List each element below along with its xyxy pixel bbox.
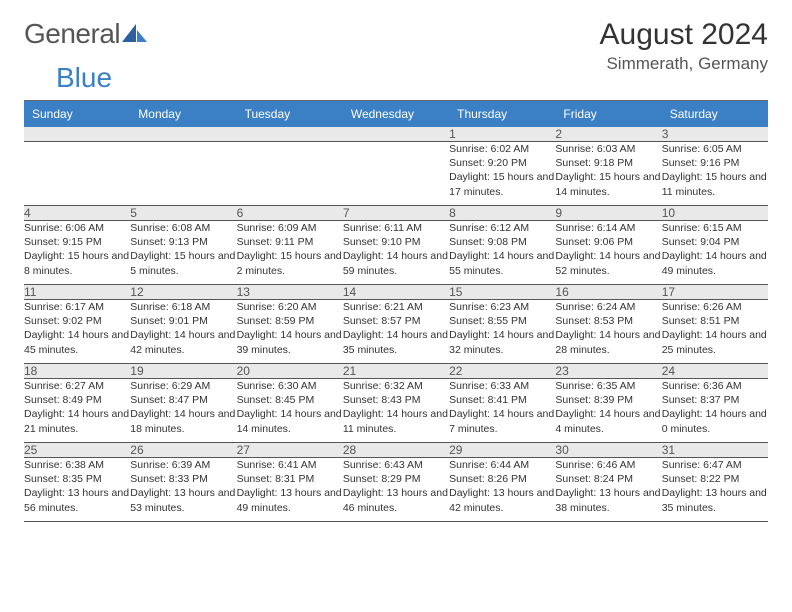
day-content-cell: Sunrise: 6:18 AMSunset: 9:01 PMDaylight:… bbox=[130, 300, 236, 364]
day-content-cell: Sunrise: 6:33 AMSunset: 8:41 PMDaylight:… bbox=[449, 379, 555, 443]
day-number-cell: 1 bbox=[449, 127, 555, 142]
day-content-cell: Sunrise: 6:17 AMSunset: 9:02 PMDaylight:… bbox=[24, 300, 130, 364]
day-content-cell: Sunrise: 6:43 AMSunset: 8:29 PMDaylight:… bbox=[343, 458, 449, 522]
day-content-cell: Sunrise: 6:36 AMSunset: 8:37 PMDaylight:… bbox=[662, 379, 768, 443]
day-number-cell bbox=[130, 127, 236, 142]
day-number-cell: 16 bbox=[555, 285, 661, 300]
day-content-cell: Sunrise: 6:26 AMSunset: 8:51 PMDaylight:… bbox=[662, 300, 768, 364]
day-number-cell: 7 bbox=[343, 206, 449, 221]
day-number-cell bbox=[24, 127, 130, 142]
day-number-cell bbox=[237, 127, 343, 142]
day-number-cell: 14 bbox=[343, 285, 449, 300]
day-content-row: Sunrise: 6:06 AMSunset: 9:15 PMDaylight:… bbox=[24, 221, 768, 285]
day-content-cell: Sunrise: 6:38 AMSunset: 8:35 PMDaylight:… bbox=[24, 458, 130, 522]
day-content-cell bbox=[130, 142, 236, 206]
calendar-body: 123 Sunrise: 6:02 AMSunset: 9:20 PMDayli… bbox=[24, 127, 768, 522]
day-content-cell: Sunrise: 6:29 AMSunset: 8:47 PMDaylight:… bbox=[130, 379, 236, 443]
day-number-cell: 24 bbox=[662, 364, 768, 379]
day-number-cell: 21 bbox=[343, 364, 449, 379]
day-content-row: Sunrise: 6:17 AMSunset: 9:02 PMDaylight:… bbox=[24, 300, 768, 364]
day-number-cell: 23 bbox=[555, 364, 661, 379]
day-number-cell: 12 bbox=[130, 285, 236, 300]
day-content-cell: Sunrise: 6:11 AMSunset: 9:10 PMDaylight:… bbox=[343, 221, 449, 285]
day-content-cell: Sunrise: 6:32 AMSunset: 8:43 PMDaylight:… bbox=[343, 379, 449, 443]
day-content-cell: Sunrise: 6:35 AMSunset: 8:39 PMDaylight:… bbox=[555, 379, 661, 443]
day-content-cell: Sunrise: 6:15 AMSunset: 9:04 PMDaylight:… bbox=[662, 221, 768, 285]
day-content-cell bbox=[24, 142, 130, 206]
day-number-cell: 27 bbox=[237, 443, 343, 458]
day-number-row: 45678910 bbox=[24, 206, 768, 221]
day-content-cell: Sunrise: 6:23 AMSunset: 8:55 PMDaylight:… bbox=[449, 300, 555, 364]
day-number-cell: 18 bbox=[24, 364, 130, 379]
day-content-cell: Sunrise: 6:46 AMSunset: 8:24 PMDaylight:… bbox=[555, 458, 661, 522]
weekday-header: Sunday bbox=[24, 101, 130, 127]
weekday-header-row: SundayMondayTuesdayWednesdayThursdayFrid… bbox=[24, 101, 768, 127]
day-number-cell: 29 bbox=[449, 443, 555, 458]
day-number-cell: 9 bbox=[555, 206, 661, 221]
weekday-header: Monday bbox=[130, 101, 236, 127]
day-number-row: 11121314151617 bbox=[24, 285, 768, 300]
day-content-cell: Sunrise: 6:39 AMSunset: 8:33 PMDaylight:… bbox=[130, 458, 236, 522]
day-content-cell bbox=[237, 142, 343, 206]
day-content-cell: Sunrise: 6:08 AMSunset: 9:13 PMDaylight:… bbox=[130, 221, 236, 285]
day-content-cell bbox=[343, 142, 449, 206]
brand-part2: Blue bbox=[56, 62, 792, 94]
day-content-row: Sunrise: 6:27 AMSunset: 8:49 PMDaylight:… bbox=[24, 379, 768, 443]
day-content-row: Sunrise: 6:38 AMSunset: 8:35 PMDaylight:… bbox=[24, 458, 768, 522]
day-number-row: 123 bbox=[24, 127, 768, 142]
day-number-cell: 5 bbox=[130, 206, 236, 221]
day-content-cell: Sunrise: 6:14 AMSunset: 9:06 PMDaylight:… bbox=[555, 221, 661, 285]
day-number-cell: 8 bbox=[449, 206, 555, 221]
day-content-cell: Sunrise: 6:30 AMSunset: 8:45 PMDaylight:… bbox=[237, 379, 343, 443]
day-number-cell: 13 bbox=[237, 285, 343, 300]
day-content-cell: Sunrise: 6:47 AMSunset: 8:22 PMDaylight:… bbox=[662, 458, 768, 522]
weekday-header: Tuesday bbox=[237, 101, 343, 127]
day-number-cell bbox=[343, 127, 449, 142]
weekday-header: Wednesday bbox=[343, 101, 449, 127]
logo-sail-icon bbox=[122, 24, 148, 44]
day-number-cell: 15 bbox=[449, 285, 555, 300]
day-content-cell: Sunrise: 6:02 AMSunset: 9:20 PMDaylight:… bbox=[449, 142, 555, 206]
day-number-cell: 6 bbox=[237, 206, 343, 221]
day-number-cell: 31 bbox=[662, 443, 768, 458]
day-number-row: 18192021222324 bbox=[24, 364, 768, 379]
day-number-cell: 3 bbox=[662, 127, 768, 142]
day-content-cell: Sunrise: 6:41 AMSunset: 8:31 PMDaylight:… bbox=[237, 458, 343, 522]
day-number-cell: 19 bbox=[130, 364, 236, 379]
weekday-header: Saturday bbox=[662, 101, 768, 127]
day-number-cell: 26 bbox=[130, 443, 236, 458]
day-content-cell: Sunrise: 6:20 AMSunset: 8:59 PMDaylight:… bbox=[237, 300, 343, 364]
day-content-row: Sunrise: 6:02 AMSunset: 9:20 PMDaylight:… bbox=[24, 142, 768, 206]
day-number-cell: 25 bbox=[24, 443, 130, 458]
weekday-header: Friday bbox=[555, 101, 661, 127]
day-number-cell: 28 bbox=[343, 443, 449, 458]
day-content-cell: Sunrise: 6:27 AMSunset: 8:49 PMDaylight:… bbox=[24, 379, 130, 443]
day-content-cell: Sunrise: 6:12 AMSunset: 9:08 PMDaylight:… bbox=[449, 221, 555, 285]
day-number-cell: 17 bbox=[662, 285, 768, 300]
day-content-cell: Sunrise: 6:21 AMSunset: 8:57 PMDaylight:… bbox=[343, 300, 449, 364]
day-number-cell: 11 bbox=[24, 285, 130, 300]
day-number-cell: 20 bbox=[237, 364, 343, 379]
day-content-cell: Sunrise: 6:06 AMSunset: 9:15 PMDaylight:… bbox=[24, 221, 130, 285]
day-number-cell: 2 bbox=[555, 127, 661, 142]
brand-part1: General bbox=[24, 18, 120, 50]
day-number-cell: 4 bbox=[24, 206, 130, 221]
day-content-cell: Sunrise: 6:05 AMSunset: 9:16 PMDaylight:… bbox=[662, 142, 768, 206]
day-content-cell: Sunrise: 6:09 AMSunset: 9:11 PMDaylight:… bbox=[237, 221, 343, 285]
day-content-cell: Sunrise: 6:03 AMSunset: 9:18 PMDaylight:… bbox=[555, 142, 661, 206]
calendar-table: SundayMondayTuesdayWednesdayThursdayFrid… bbox=[24, 101, 768, 522]
page-title: August 2024 bbox=[600, 18, 768, 52]
day-content-cell: Sunrise: 6:44 AMSunset: 8:26 PMDaylight:… bbox=[449, 458, 555, 522]
day-content-cell: Sunrise: 6:24 AMSunset: 8:53 PMDaylight:… bbox=[555, 300, 661, 364]
weekday-header: Thursday bbox=[449, 101, 555, 127]
day-number-row: 25262728293031 bbox=[24, 443, 768, 458]
day-number-cell: 10 bbox=[662, 206, 768, 221]
day-number-cell: 22 bbox=[449, 364, 555, 379]
brand-logo: General bbox=[24, 18, 148, 50]
day-number-cell: 30 bbox=[555, 443, 661, 458]
